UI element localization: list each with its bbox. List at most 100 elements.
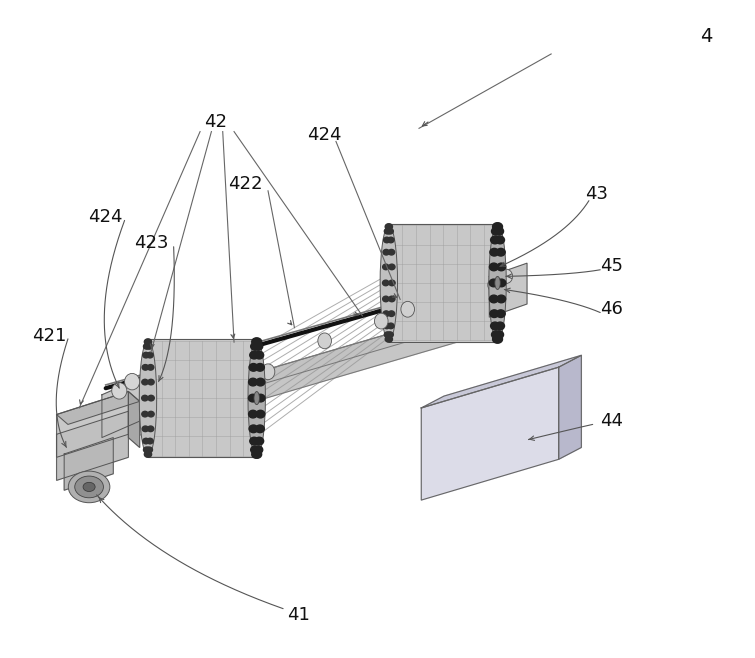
Circle shape (385, 224, 392, 230)
Polygon shape (102, 304, 491, 446)
Circle shape (142, 379, 148, 385)
Ellipse shape (495, 276, 501, 290)
Text: 43: 43 (585, 185, 608, 203)
Circle shape (144, 339, 151, 345)
Circle shape (384, 323, 390, 329)
Circle shape (387, 237, 394, 243)
Ellipse shape (488, 225, 507, 341)
Text: 41: 41 (287, 606, 310, 624)
Circle shape (497, 279, 506, 287)
Circle shape (494, 223, 503, 230)
Text: 421: 421 (32, 326, 66, 345)
Circle shape (251, 446, 260, 453)
Circle shape (384, 228, 391, 234)
Ellipse shape (318, 333, 331, 349)
Circle shape (147, 426, 154, 432)
Circle shape (142, 411, 148, 417)
Circle shape (256, 394, 265, 402)
Circle shape (253, 338, 262, 345)
Circle shape (497, 295, 506, 303)
Text: 42: 42 (204, 113, 226, 131)
Circle shape (384, 237, 390, 243)
Text: 424: 424 (307, 126, 342, 144)
Circle shape (497, 263, 506, 270)
Circle shape (255, 437, 263, 445)
Ellipse shape (374, 313, 388, 329)
Circle shape (496, 322, 504, 330)
Circle shape (384, 332, 391, 338)
Circle shape (386, 336, 393, 342)
Circle shape (495, 228, 504, 235)
Circle shape (492, 331, 501, 338)
Circle shape (383, 311, 390, 316)
Circle shape (249, 363, 257, 371)
Circle shape (256, 363, 264, 371)
Circle shape (142, 365, 149, 370)
Ellipse shape (254, 392, 260, 405)
Ellipse shape (401, 301, 414, 317)
Circle shape (249, 425, 257, 433)
Circle shape (388, 249, 395, 255)
Circle shape (489, 295, 498, 303)
Text: 4: 4 (700, 27, 712, 45)
Text: 46: 46 (600, 300, 623, 318)
Circle shape (490, 310, 498, 318)
Circle shape (147, 365, 154, 370)
Circle shape (143, 352, 149, 358)
Ellipse shape (380, 225, 398, 341)
Circle shape (497, 310, 505, 318)
Circle shape (251, 451, 260, 458)
Circle shape (251, 343, 260, 350)
Circle shape (489, 279, 498, 287)
Circle shape (492, 223, 501, 230)
Circle shape (248, 411, 257, 418)
Circle shape (387, 228, 393, 234)
Ellipse shape (83, 482, 95, 492)
Ellipse shape (125, 373, 140, 390)
Circle shape (383, 296, 389, 302)
Ellipse shape (112, 382, 127, 399)
Circle shape (142, 426, 149, 432)
Ellipse shape (68, 471, 110, 503)
Text: 45: 45 (600, 257, 623, 276)
Polygon shape (489, 263, 527, 317)
Circle shape (496, 236, 504, 244)
Circle shape (148, 395, 154, 401)
Circle shape (495, 331, 504, 338)
Polygon shape (421, 367, 559, 500)
Polygon shape (102, 304, 495, 430)
Circle shape (491, 236, 499, 244)
Circle shape (492, 228, 501, 235)
Circle shape (489, 263, 498, 270)
Circle shape (146, 343, 153, 349)
Circle shape (385, 336, 392, 342)
Circle shape (256, 378, 265, 386)
Polygon shape (64, 438, 113, 490)
Ellipse shape (488, 278, 501, 292)
Circle shape (389, 296, 395, 302)
Circle shape (253, 451, 262, 458)
Ellipse shape (261, 364, 275, 380)
Ellipse shape (499, 269, 513, 284)
Text: 44: 44 (600, 412, 623, 430)
Polygon shape (421, 355, 581, 408)
Circle shape (144, 451, 151, 457)
Circle shape (248, 378, 257, 386)
Circle shape (143, 447, 150, 453)
Circle shape (248, 394, 257, 402)
Text: 423: 423 (134, 234, 168, 253)
Circle shape (254, 343, 263, 350)
Polygon shape (148, 339, 257, 457)
Circle shape (389, 264, 395, 270)
Circle shape (387, 323, 394, 329)
Polygon shape (102, 378, 140, 438)
Circle shape (254, 446, 263, 453)
Circle shape (383, 249, 390, 255)
Circle shape (383, 264, 389, 270)
Circle shape (389, 280, 395, 286)
Circle shape (256, 411, 265, 418)
Circle shape (146, 447, 153, 453)
Circle shape (143, 343, 150, 349)
Circle shape (250, 437, 258, 445)
Polygon shape (57, 392, 128, 457)
